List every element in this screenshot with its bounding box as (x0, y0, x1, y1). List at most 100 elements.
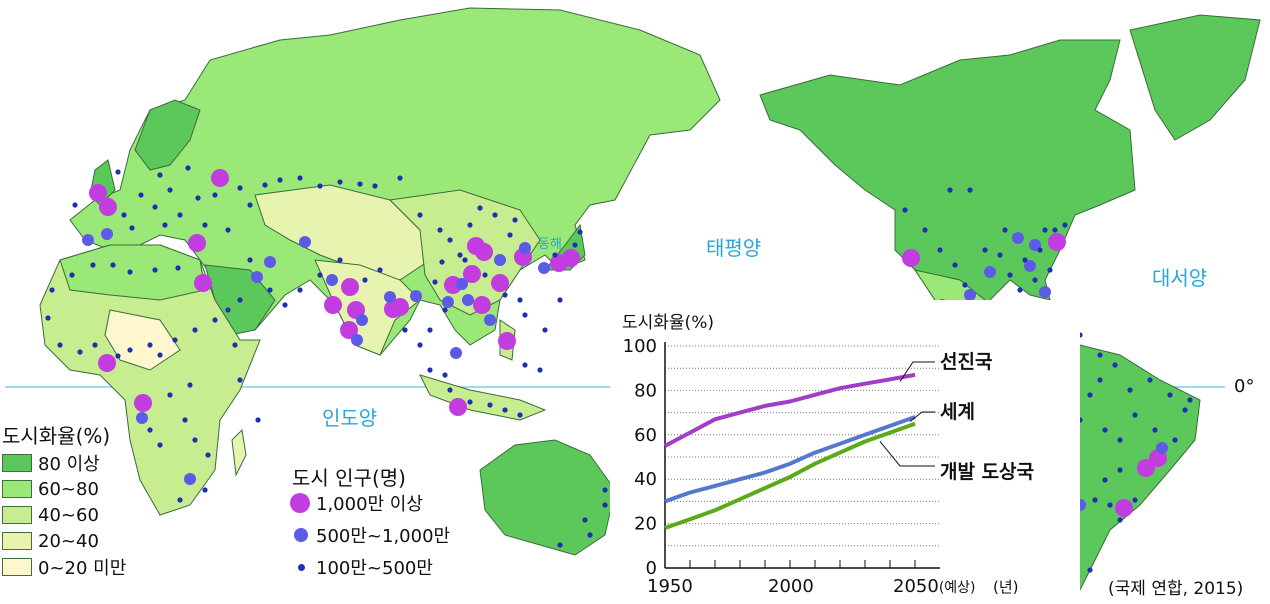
city-marker-icon (427, 327, 433, 333)
legend-swatch (2, 532, 32, 550)
urban-legend-item: 40~60 (2, 504, 99, 526)
city-marker-icon (192, 437, 198, 443)
city-marker-icon (537, 367, 543, 373)
city-marker-icon (121, 212, 127, 218)
large-city-marker-icon (410, 290, 422, 302)
large-city-marker-icon (1012, 232, 1024, 244)
city-marker-icon (517, 297, 523, 303)
series-leader-line (879, 441, 935, 467)
legend-swatch (2, 480, 32, 498)
city-marker-icon (115, 353, 121, 359)
city-marker-icon (152, 204, 158, 210)
megacity-marker-icon (391, 298, 409, 316)
city-marker-icon (317, 183, 323, 189)
large-city-marker-icon (494, 254, 506, 266)
city-marker-icon (167, 187, 173, 193)
city-marker-icon (57, 342, 63, 348)
city-marker-icon (439, 259, 445, 265)
city-marker-icon (1117, 467, 1123, 473)
y-tick-label: 100 (623, 336, 657, 357)
megacity-marker-icon (902, 249, 920, 267)
east-sea-label: 동해 (538, 237, 562, 252)
megacity-marker-icon (473, 296, 491, 314)
city-marker-icon (417, 342, 423, 348)
y-tick-label: 80 (634, 380, 657, 401)
city-marker-icon (1047, 267, 1053, 273)
city-marker-icon (552, 252, 558, 258)
megacity-marker-icon (89, 184, 107, 202)
city-marker-icon (922, 227, 928, 233)
megacity-marker-icon (98, 354, 116, 372)
city-marker-icon (205, 452, 211, 458)
city-marker-icon (1002, 227, 1008, 233)
city-marker-icon (557, 297, 563, 303)
city-marker-icon (402, 327, 408, 333)
urban-legend-item: 0~20 미만 (2, 556, 126, 579)
city-marker-icon (582, 517, 588, 523)
city-marker-icon (157, 352, 163, 358)
city-marker-icon (937, 247, 943, 253)
legend-swatch (2, 454, 32, 472)
city-marker-icon (277, 177, 283, 183)
urban-legend-item: 80 이상 (2, 452, 100, 475)
large-city-marker-icon (299, 236, 311, 248)
large-city-marker-icon (538, 262, 550, 274)
city-marker-icon (1117, 517, 1123, 523)
city-marker-icon (45, 315, 51, 321)
large-city-marker-icon (1039, 286, 1051, 298)
megacity-marker-icon (449, 398, 467, 416)
city-marker-icon (962, 282, 968, 288)
megacity-marker-icon (1137, 459, 1155, 477)
city-marker-icon (1017, 287, 1023, 293)
urban-legend-title: 도시화율(%) (2, 424, 111, 448)
city-marker-icon (587, 532, 593, 538)
madagascar (231, 428, 247, 477)
city-marker-icon (372, 183, 378, 189)
megacity-marker-icon (194, 274, 212, 292)
large-city-marker-icon (1156, 442, 1168, 454)
australia (479, 439, 616, 556)
series-line (664, 415, 916, 504)
legend-label: 500만~1,000만 (316, 526, 451, 547)
city-marker-icon (232, 342, 238, 348)
city-marker-icon (467, 399, 473, 405)
large-city-marker-icon (184, 473, 196, 485)
large-city-marker-icon (251, 271, 263, 283)
x-axis-label: (년) (993, 578, 1019, 596)
city-marker-icon (1107, 502, 1113, 508)
megacity-marker-icon (498, 332, 516, 350)
series-label: 세계 (940, 401, 975, 423)
series-label: 선진국 (940, 351, 992, 373)
city-marker-icon (397, 175, 403, 181)
city-marker-icon (952, 262, 958, 268)
y-axis-label: 도시화율(%) (622, 313, 714, 333)
urban-legend-item: 60~80 (2, 478, 99, 500)
city-marker-icon (337, 179, 343, 185)
city-marker-icon (212, 192, 218, 198)
legend-label: 20~40 (38, 530, 99, 552)
series-line (664, 421, 916, 530)
city-marker-icon (237, 297, 243, 303)
city-marker-icon (267, 287, 273, 293)
city-marker-icon (1132, 412, 1138, 418)
x-tick-label: 2050(예상) (893, 576, 976, 597)
large-city-marker-icon (356, 314, 368, 326)
city-marker-icon (902, 207, 908, 213)
city-marker-icon (1022, 257, 1028, 263)
city-marker-icon (447, 387, 453, 393)
city-marker-icon (967, 187, 973, 193)
city-marker-icon (77, 349, 83, 355)
city-marker-icon (1127, 387, 1133, 393)
megacity-marker-icon (491, 274, 509, 292)
city-marker-icon (1042, 227, 1048, 233)
large-city-marker-icon (484, 314, 496, 326)
megacity-marker-icon (463, 265, 481, 283)
population-legend-item: 100만~500만 (295, 554, 433, 580)
city-marker-icon (192, 327, 198, 333)
city-marker-icon (147, 427, 153, 433)
city-marker-icon (467, 222, 473, 228)
city-marker-icon (377, 267, 383, 273)
ocean-label-indian: 인도양 (322, 406, 378, 430)
city-marker-icon (1087, 567, 1093, 573)
city-marker-icon (442, 372, 448, 378)
